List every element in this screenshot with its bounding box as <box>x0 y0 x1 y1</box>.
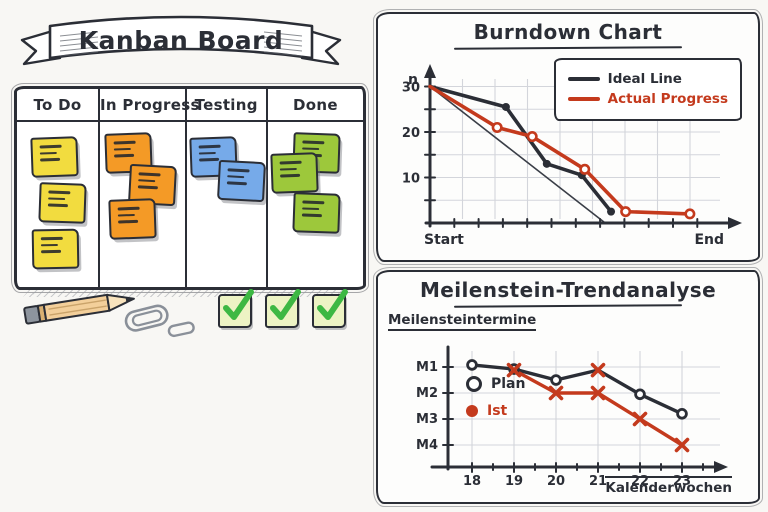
svg-text:10: 10 <box>402 172 420 187</box>
pencil-icon <box>23 293 135 325</box>
milestone-title-underline <box>453 304 683 308</box>
column-header: Done <box>267 89 363 122</box>
svg-text:M4: M4 <box>416 438 438 453</box>
ist-label: Ist <box>487 403 508 419</box>
svg-text:M1: M1 <box>416 360 438 375</box>
kanban-column-in-progress: In Progress <box>100 89 199 287</box>
ideal-line-swatch <box>567 76 600 82</box>
desk-accessories <box>20 292 200 340</box>
sticky-note <box>108 198 157 240</box>
ribbon-icon <box>20 15 342 66</box>
legend-item-actual: Actual Progress <box>567 91 728 107</box>
burndown-chart: 30 20 10 Start End n <box>402 64 742 248</box>
milestone-trend-panel: Meilenstein-Trendanalyse Meilensteinterm… <box>373 267 763 507</box>
svg-text:21: 21 <box>589 474 607 489</box>
sticky-note <box>38 182 87 224</box>
plan-label: Plan <box>491 376 526 392</box>
svg-text:19: 19 <box>505 474 523 489</box>
column-header: To Do <box>17 89 99 122</box>
kanban-column-testing: Testing <box>186 89 268 287</box>
milestone-ylabel: Meilensteintermine <box>388 312 537 331</box>
burndown-title-underline <box>453 46 683 50</box>
svg-text:18: 18 <box>463 474 481 489</box>
column-header: In Progress <box>100 89 199 122</box>
svg-text:M2: M2 <box>416 386 438 401</box>
burndown-title: Burndown Chart <box>473 20 663 44</box>
plan-marker-icon <box>466 376 482 392</box>
checkbox-checked-icon <box>312 289 348 328</box>
kanban-column-to-do: To Do <box>17 89 101 287</box>
kanban-column-done: Done <box>267 89 363 287</box>
svg-text:M3: M3 <box>416 412 438 427</box>
legend-item-ist: Ist <box>466 403 525 419</box>
legend-item-ideal: Ideal Line <box>567 71 728 87</box>
actual-progress-swatch <box>567 96 600 102</box>
sticky-note <box>31 228 80 270</box>
burndown-chart-panel: Burndown Chart 30 20 10 Start End n Ideal Lin… <box>373 9 763 265</box>
sticky-note <box>270 152 319 194</box>
sticky-note <box>30 136 79 178</box>
milestone-legend: Plan Ist <box>466 376 525 430</box>
kanban-banner: Kanban Board <box>14 6 348 80</box>
ist-marker-icon <box>466 405 478 417</box>
svg-text:30: 30 <box>402 81 420 96</box>
kanban-board-title: Kanban Board <box>78 26 284 55</box>
milestone-title: Meilenstein-Trendanalyse <box>419 278 717 302</box>
accessories-svg <box>23 293 195 338</box>
column-header: Testing <box>186 89 266 122</box>
kanban-board: To Do In Progress Testing Done <box>11 83 369 293</box>
sticky-note <box>216 159 266 203</box>
paperclip-small-icon <box>167 321 195 338</box>
svg-text:20: 20 <box>402 126 420 141</box>
ideal-line-label: Ideal Line <box>607 71 682 87</box>
legend-item-plan: Plan <box>466 376 525 392</box>
burndown-legend: Ideal Line Actual Progress <box>553 58 742 121</box>
actual-progress-label: Actual Progress <box>607 91 728 107</box>
checked-checkboxes <box>218 289 348 328</box>
sticky-note <box>292 192 341 234</box>
checkbox-checked-icon <box>265 289 301 328</box>
milestone-xlabel: Kalenderwochen <box>605 476 732 496</box>
svg-text:Start: Start <box>424 232 464 248</box>
paperclip-icon <box>124 304 169 332</box>
svg-text:End: End <box>694 232 724 248</box>
svg-text:n: n <box>408 72 418 88</box>
svg-text:20: 20 <box>547 474 565 489</box>
checkbox-checked-icon <box>218 289 254 328</box>
